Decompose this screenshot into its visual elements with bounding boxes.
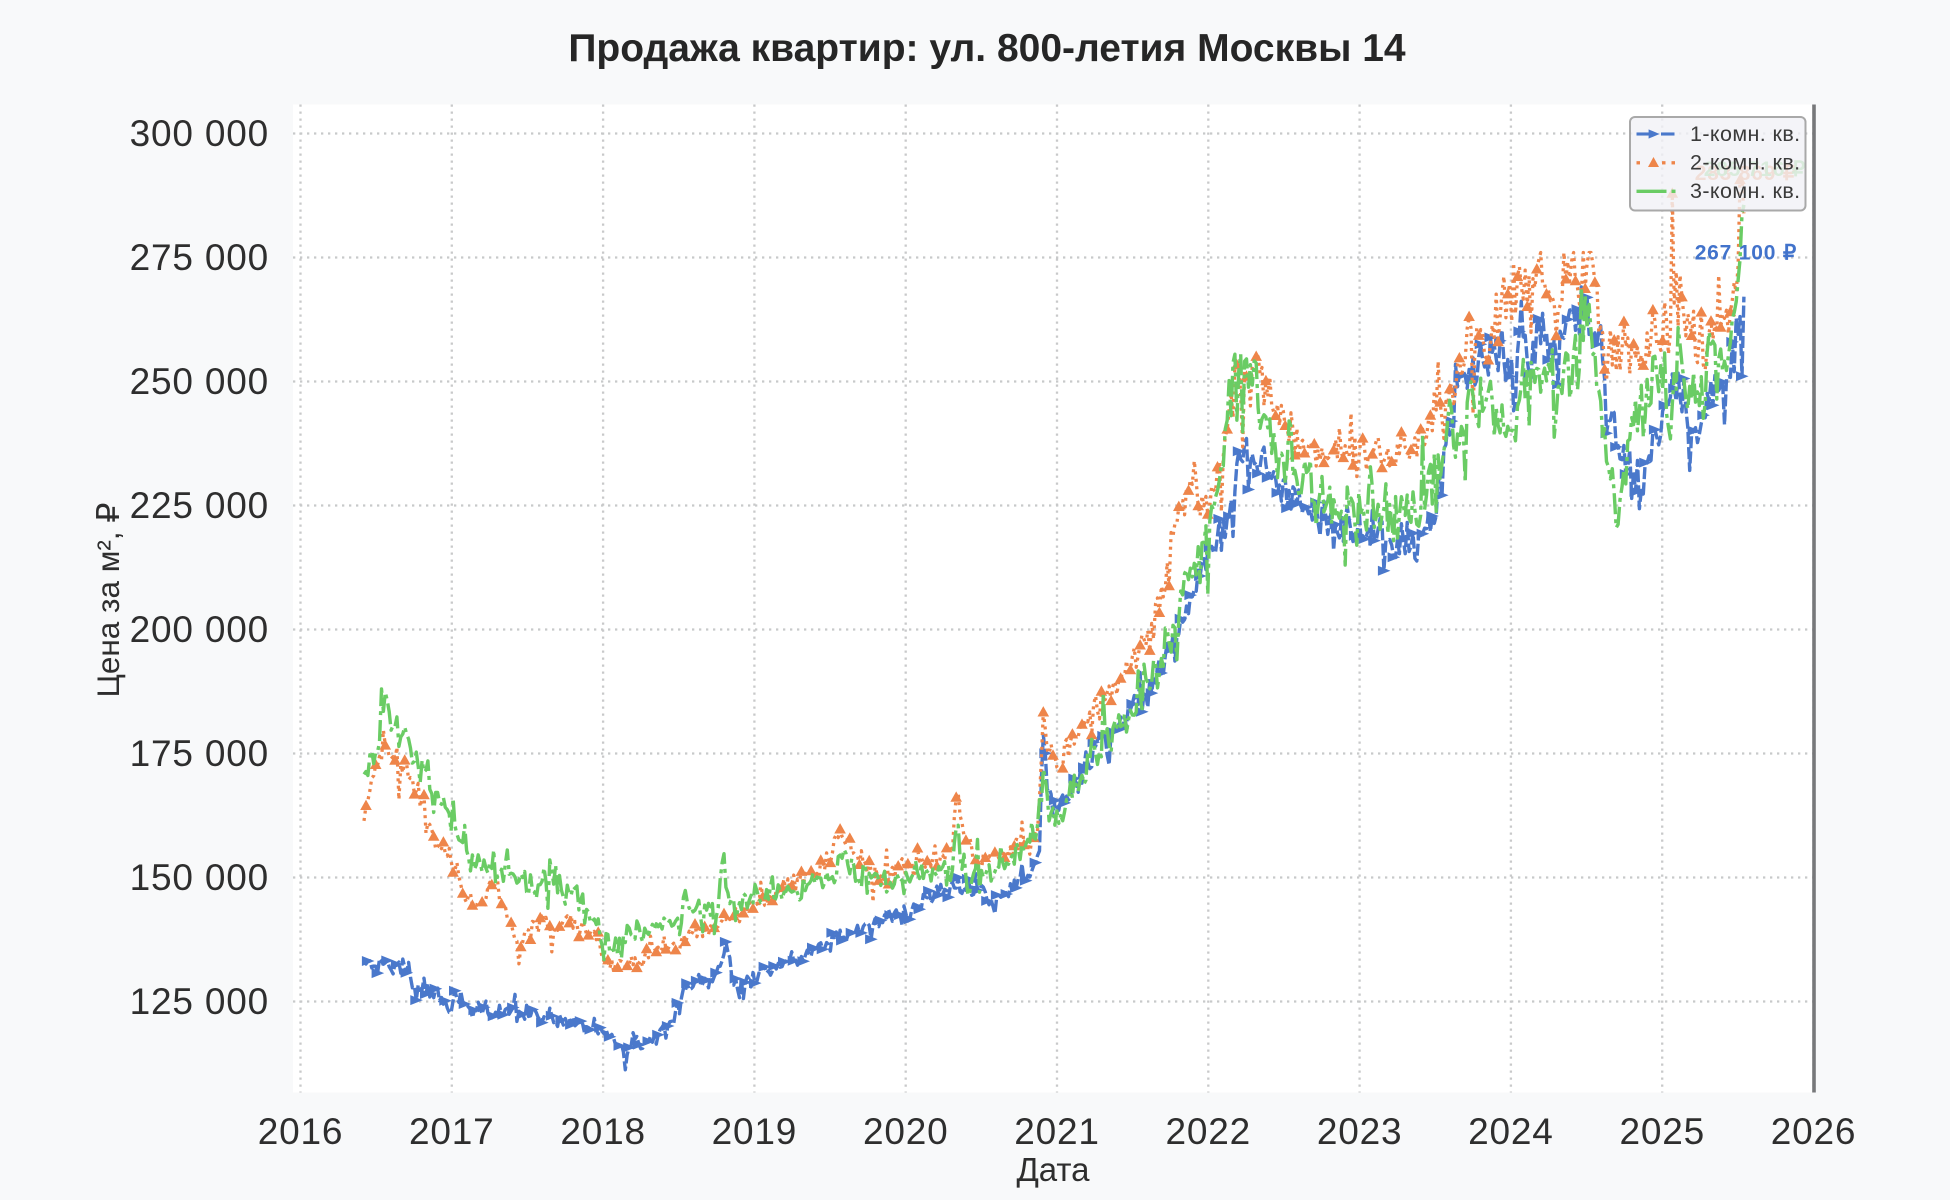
svg-text:2018: 2018 (560, 1111, 646, 1152)
svg-text:125 000: 125 000 (130, 981, 269, 1022)
svg-text:2024: 2024 (1468, 1111, 1554, 1152)
svg-text:2016: 2016 (258, 1111, 344, 1152)
svg-text:Дата: Дата (1016, 1151, 1090, 1188)
svg-text:2020: 2020 (863, 1111, 949, 1152)
svg-text:200 000: 200 000 (130, 609, 269, 650)
svg-text:267 100 ₽: 267 100 ₽ (1695, 242, 1797, 265)
svg-text:2019: 2019 (712, 1111, 798, 1152)
svg-text:3-комн. кв.: 3-комн. кв. (1690, 179, 1801, 203)
svg-text:2022: 2022 (1166, 1111, 1252, 1152)
svg-text:2026: 2026 (1771, 1111, 1857, 1152)
svg-text:2025: 2025 (1619, 1111, 1705, 1152)
svg-text:2023: 2023 (1317, 1111, 1403, 1152)
svg-text:2021: 2021 (1014, 1111, 1100, 1152)
svg-text:300 000: 300 000 (130, 113, 269, 154)
svg-text:Цена за м², ₽: Цена за м², ₽ (90, 503, 126, 698)
svg-text:1-комн. кв.: 1-комн. кв. (1690, 122, 1801, 146)
svg-text:250 000: 250 000 (130, 361, 269, 402)
svg-text:175 000: 175 000 (130, 733, 269, 774)
svg-text:275 000: 275 000 (130, 237, 269, 278)
svg-text:225 000: 225 000 (130, 485, 269, 526)
svg-text:Продажа квартир: ул. 800-летия: Продажа квартир: ул. 800-летия Москвы 14 (568, 27, 1406, 70)
svg-text:2017: 2017 (409, 1111, 495, 1152)
svg-text:2-комн. кв.: 2-комн. кв. (1690, 151, 1801, 175)
svg-text:150 000: 150 000 (130, 857, 269, 898)
